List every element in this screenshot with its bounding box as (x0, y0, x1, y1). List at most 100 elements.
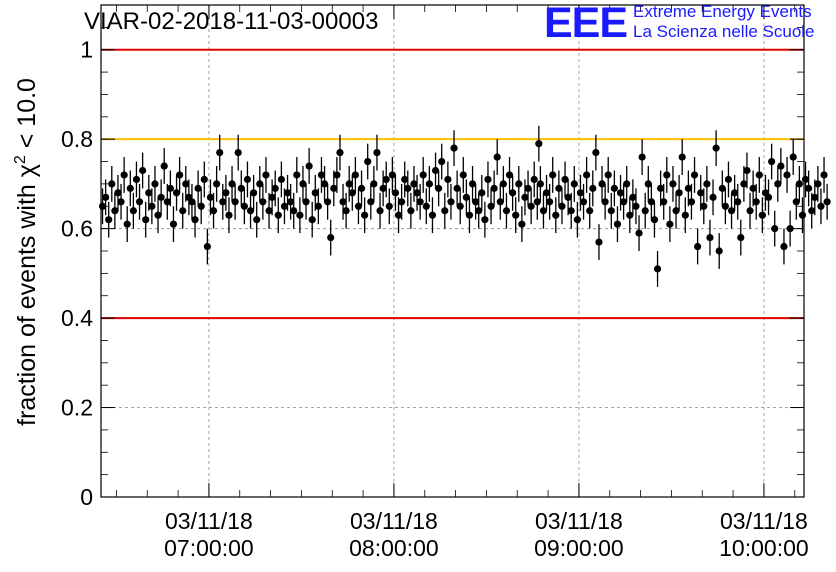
data-point (462, 179, 470, 216)
data-marker (447, 198, 455, 206)
data-point (561, 161, 569, 198)
data-point (774, 166, 782, 202)
data-marker (644, 180, 652, 188)
data-point (142, 201, 150, 238)
data-point (444, 161, 452, 198)
data-point (209, 192, 218, 229)
data-point (302, 183, 310, 220)
data-point (197, 188, 205, 225)
x-tick-date: 03/11/18 (165, 508, 253, 534)
data-point (727, 192, 736, 229)
data-point (428, 197, 437, 234)
data-point (213, 166, 221, 202)
data-point (216, 134, 224, 171)
data-point (660, 183, 668, 220)
data-point (250, 174, 258, 211)
data-point (401, 161, 409, 198)
data-point (169, 206, 178, 243)
data-point (194, 170, 202, 207)
data-marker (197, 202, 205, 210)
data-marker (231, 198, 239, 206)
data-marker (635, 229, 643, 237)
data-marker (700, 202, 708, 210)
data-marker (188, 198, 196, 206)
data-marker (684, 184, 692, 192)
data-point (413, 174, 421, 211)
data-marker (379, 184, 387, 192)
data-marker (527, 202, 535, 210)
data-point (573, 201, 581, 238)
data-point (391, 174, 400, 211)
data-marker (727, 207, 736, 215)
data-marker (268, 193, 276, 201)
y-tick-label: 0 (80, 484, 93, 510)
data-point (256, 166, 264, 202)
data-marker (327, 233, 335, 242)
data-point (453, 170, 461, 207)
data-point (407, 192, 415, 229)
data-point (805, 170, 813, 207)
x-tick-date: 03/11/18 (535, 508, 623, 534)
data-marker (456, 202, 464, 210)
data-marker (598, 180, 606, 188)
data-marker (299, 180, 307, 188)
data-point (222, 174, 230, 211)
data-marker (311, 189, 319, 197)
data-point (271, 170, 279, 207)
data-marker (459, 171, 467, 179)
data-marker (521, 193, 529, 201)
data-point (632, 188, 640, 225)
data-point (283, 174, 292, 211)
data-point (308, 201, 316, 238)
data-marker (641, 207, 649, 215)
data-point (524, 170, 532, 207)
data-marker (441, 207, 449, 215)
data-point (798, 197, 807, 234)
data-marker (345, 180, 353, 188)
data-point (505, 157, 514, 193)
data-point (376, 192, 384, 229)
data-point (129, 192, 137, 229)
data-point (447, 183, 455, 220)
data-point (663, 157, 671, 193)
data-point (792, 183, 800, 220)
data-point (336, 134, 344, 171)
data-marker (419, 171, 427, 179)
data-point (552, 197, 560, 234)
data-marker (811, 193, 819, 201)
data-point (231, 183, 239, 220)
data-point (351, 157, 359, 193)
data-point (610, 170, 618, 207)
data-point (373, 134, 381, 171)
data-marker (709, 193, 717, 201)
data-marker (626, 211, 634, 219)
data-point (157, 179, 165, 216)
data-point (549, 157, 557, 193)
data-point (265, 192, 273, 229)
data-marker (259, 198, 267, 206)
data-point (419, 157, 427, 193)
data-marker (176, 171, 184, 179)
data-point (225, 197, 233, 234)
data-point (305, 148, 313, 184)
data-point (700, 188, 708, 225)
data-marker (731, 189, 739, 197)
y-tick-label: 1 (80, 37, 93, 63)
data-marker (324, 198, 332, 206)
data-marker (718, 184, 726, 192)
data-marker (246, 207, 255, 215)
data-marker (314, 202, 322, 210)
data-marker (401, 175, 409, 184)
data-marker (706, 233, 714, 242)
data-point (626, 197, 634, 234)
x-tick-date: 03/11/18 (350, 508, 438, 534)
data-point (357, 170, 366, 207)
data-point (382, 161, 390, 198)
data-marker (398, 198, 406, 206)
data-marker (123, 220, 131, 228)
data-marker (499, 180, 507, 188)
data-point (475, 192, 483, 229)
data-marker (222, 189, 230, 197)
data-point (160, 148, 168, 184)
data-point (274, 197, 282, 234)
